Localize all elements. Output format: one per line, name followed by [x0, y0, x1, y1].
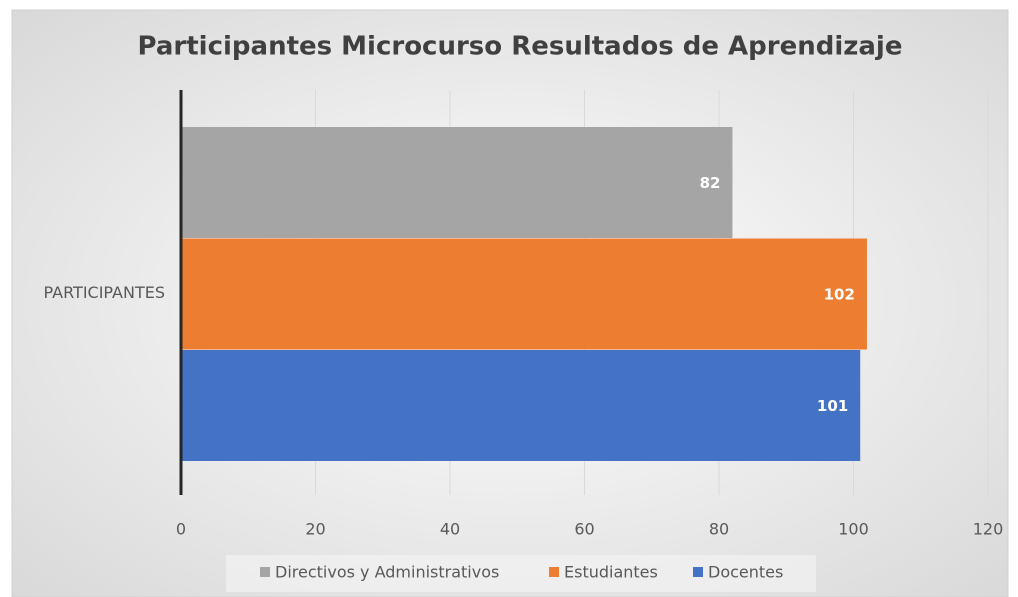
x-tick-label: 40: [440, 520, 460, 539]
x-tick-label: 20: [305, 520, 325, 539]
chart-title: Participantes Microcurso Resultados de A…: [138, 32, 903, 62]
bar: [181, 350, 861, 461]
bar: [181, 127, 733, 238]
x-tick-label: 120: [973, 520, 1004, 539]
legend-swatch: [693, 567, 703, 577]
legend-label: Estudiantes: [564, 563, 658, 582]
legend-label: Docentes: [708, 563, 783, 582]
legend-label: Directivos y Administrativos: [275, 563, 499, 582]
data-label: 102: [824, 286, 855, 304]
legend-swatch: [260, 567, 270, 577]
data-label: 82: [700, 174, 721, 192]
bar: [181, 238, 867, 350]
x-tick-label: 80: [709, 520, 729, 539]
x-tick-label: 100: [838, 520, 869, 539]
legend-box: [226, 555, 816, 592]
x-tick-label: 0: [176, 520, 186, 539]
x-tick-label: 60: [574, 520, 594, 539]
legend-swatch: [549, 567, 559, 577]
y-tick-label: PARTICIPANTES: [44, 283, 165, 302]
data-label: 101: [817, 397, 848, 415]
